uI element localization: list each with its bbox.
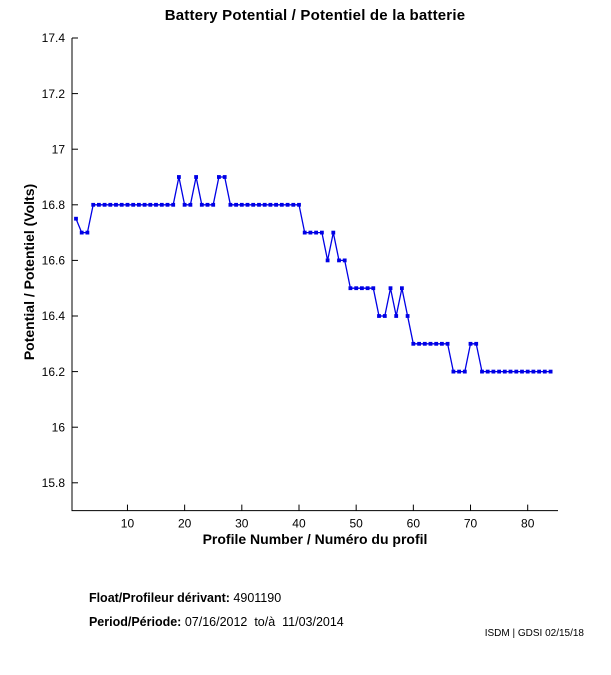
- credit-stamp: ISDM | GDSI 02/15/18: [484, 628, 584, 639]
- y-tick-label: 17.2: [42, 87, 66, 101]
- series-markers: [74, 175, 553, 374]
- x-tick-label: 10: [121, 517, 135, 531]
- x-tick-label: 40: [292, 517, 306, 531]
- axes: [71, 37, 558, 512]
- y-tick-label: 15.8: [42, 476, 66, 490]
- x-tick-label: 60: [407, 517, 421, 531]
- y-tick-label: 16.2: [42, 365, 66, 379]
- y-axis-title: Potential / Potentiel (Volts): [21, 183, 37, 361]
- x-tick-label: 20: [178, 517, 192, 531]
- float-id-label: Float/Profileur dérivant:: [88, 591, 230, 605]
- y-tick-label: 16.6: [42, 254, 66, 268]
- period-label: Period/Période:: [88, 615, 182, 629]
- period-value: 07/16/2012 to/à 11/03/2014: [181, 615, 344, 629]
- x-tick-label: 80: [521, 517, 535, 531]
- y-tick-label: 17.4: [42, 31, 66, 45]
- float-id-value: 4901190: [229, 591, 282, 605]
- y-tick-label: 16.4: [42, 309, 66, 323]
- series-line: [75, 176, 551, 373]
- x-axis-title: Profile Number / Numéro du profil: [202, 531, 428, 547]
- y-tick-label: 16.8: [42, 198, 66, 212]
- period-line: Period/Période: 07/16/2012 to/à 11/03/20…: [82, 601, 344, 629]
- chart-title: Battery Potential / Potentiel de la batt…: [164, 7, 466, 24]
- x-tick-label: 70: [464, 517, 478, 531]
- float-id-line: Float/Profileur dérivant: 4901190: [82, 577, 281, 605]
- x-tick-label: 30: [235, 517, 249, 531]
- y-tick-label: 17: [52, 142, 66, 156]
- y-tick-label: 16: [52, 420, 66, 434]
- x-tick-label: 50: [349, 517, 363, 531]
